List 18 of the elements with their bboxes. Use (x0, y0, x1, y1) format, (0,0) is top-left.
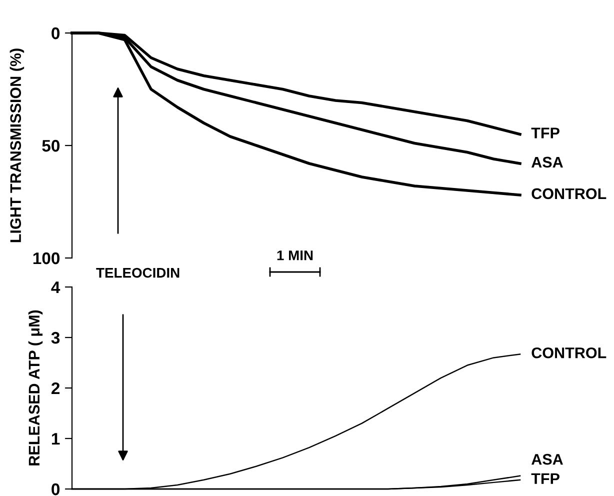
y-tick-label: 50 (42, 140, 60, 152)
series-label: CONTROL (532, 347, 606, 358)
y-tick-label: 4 (51, 282, 60, 294)
series-label: TFP (531, 128, 560, 138)
y-tick-label: 1 (52, 433, 60, 445)
y-tick-label: 3 (51, 332, 60, 344)
series-label: ASA (531, 156, 563, 168)
text: TELEOCIDIN (96, 268, 180, 278)
y-axis-title: RELEASED ATP ( μM) (28, 310, 43, 466)
annotation: 1 MIN (277, 250, 313, 260)
series-label: CONTROL (532, 188, 606, 200)
y-axis-title: LIGHT TRANSMISSION (%) (10, 48, 24, 242)
series-label: ASA (531, 454, 563, 465)
y-tick-label: 0 (52, 27, 60, 40)
y-tick-label: 0 (52, 483, 60, 496)
y-tick-label: 100 (33, 252, 60, 264)
series-label: TFP (531, 473, 560, 484)
y-tick-label: 2 (52, 382, 60, 394)
